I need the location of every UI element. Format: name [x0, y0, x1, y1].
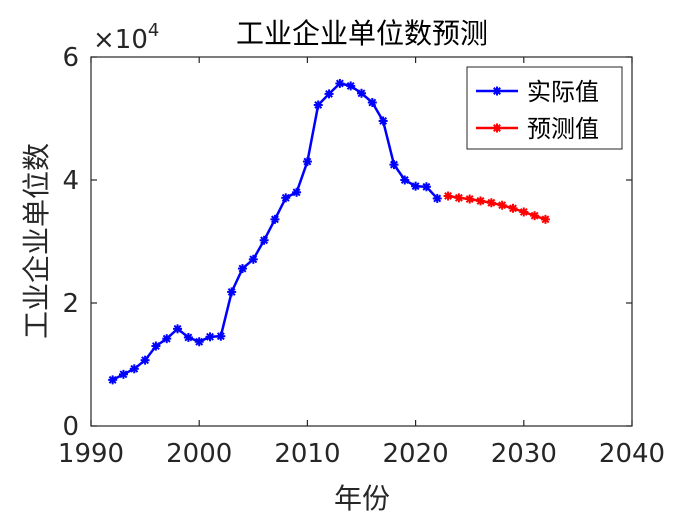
data-point — [324, 89, 334, 99]
data-point — [411, 181, 421, 191]
chart-title: 工业企业单位数预测 — [236, 17, 488, 50]
data-point — [140, 355, 150, 365]
legend-box — [466, 66, 623, 150]
x-tick-labels: 1990 2000 2010 2020 2030 2040 — [58, 439, 665, 469]
x-tick-label: 1990 — [58, 439, 124, 469]
y-tick-label: 6 — [62, 43, 79, 73]
data-point — [508, 203, 518, 213]
data-point — [486, 198, 496, 208]
data-point — [173, 324, 183, 334]
x-tick-label: 2010 — [274, 439, 340, 469]
data-point — [270, 214, 280, 224]
data-point — [129, 364, 139, 374]
data-point — [540, 214, 550, 224]
data-point — [530, 211, 540, 221]
y-exponent-label: ×104 — [93, 20, 159, 55]
y-exponent-power: 4 — [148, 20, 159, 41]
data-point — [357, 88, 366, 98]
data-point — [162, 334, 172, 344]
data-point — [248, 254, 258, 264]
legend-marker-forecast — [492, 123, 502, 133]
data-point — [205, 332, 215, 342]
data-point — [313, 100, 323, 110]
legend-label-actual: 实际值 — [527, 78, 599, 106]
y-tick-labels: 0 2 4 6 — [62, 43, 79, 442]
data-point — [400, 175, 410, 185]
data-point — [389, 160, 399, 170]
legend-marker-actual — [492, 86, 502, 96]
x-axis-title: 年份 — [334, 482, 390, 515]
series-layer — [108, 78, 550, 385]
data-point — [194, 337, 204, 347]
data-point — [443, 191, 453, 201]
x-tick-label: 2040 — [599, 439, 665, 469]
data-point — [421, 182, 431, 192]
legend: 实际值 预测值 — [466, 66, 623, 150]
data-point — [259, 235, 269, 245]
data-point — [497, 200, 507, 210]
x-tick-label: 2000 — [166, 439, 232, 469]
series-1 — [443, 191, 550, 224]
y-tick-label: 0 — [62, 412, 79, 442]
data-point — [108, 375, 118, 385]
data-point — [216, 331, 226, 341]
legend-marker-glyph — [492, 123, 502, 133]
data-point — [476, 196, 486, 206]
legend-marker-glyph — [492, 86, 502, 96]
data-point — [378, 116, 388, 126]
data-point — [183, 332, 193, 342]
tick-marks — [90, 56, 633, 427]
data-point — [432, 193, 442, 203]
x-tick-label: 2020 — [383, 439, 449, 469]
data-point — [281, 193, 291, 203]
x-tick-label: 2030 — [491, 439, 557, 469]
data-point — [346, 81, 356, 91]
data-point — [237, 264, 247, 274]
series-line-1 — [447, 194, 546, 221]
data-point — [367, 98, 377, 108]
data-point — [454, 193, 464, 203]
data-point — [292, 187, 302, 197]
y-tick-label: 4 — [62, 166, 79, 196]
data-point — [335, 78, 345, 88]
y-tick-label: 2 — [62, 289, 79, 319]
data-point — [227, 287, 237, 297]
y-exponent-base: ×10 — [93, 25, 148, 55]
legend-label-forecast: 预测值 — [527, 115, 599, 143]
y-axis-title: 工业企业单位数 — [20, 143, 53, 339]
data-point — [118, 369, 128, 379]
data-point — [302, 157, 312, 167]
data-point — [465, 194, 475, 204]
data-point — [519, 207, 529, 217]
series-0 — [108, 78, 442, 385]
data-point — [151, 341, 161, 351]
